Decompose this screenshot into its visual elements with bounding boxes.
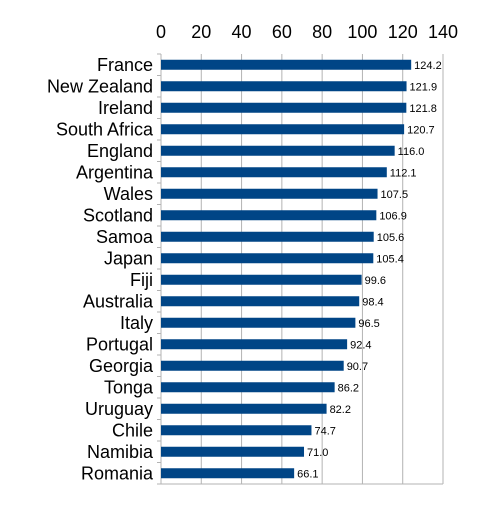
gridlines	[157, 53, 444, 485]
category-label: England	[87, 141, 153, 161]
data-labels: 124.2 121.9 121.8 120.7 116.0 112.1 107.5 106.9…	[297, 60, 442, 481]
bar-chile	[161, 425, 312, 436]
data-label: 106.9	[379, 210, 407, 222]
category-label: Ireland	[98, 98, 153, 118]
data-label: 105.4	[376, 253, 404, 265]
category-label: Scotland	[83, 205, 153, 225]
category-label: Georgia	[89, 356, 154, 376]
data-label: 92.4	[350, 339, 371, 351]
data-label: 105.6	[377, 232, 405, 244]
data-label: 121.8	[409, 103, 437, 115]
data-label: 107.5	[381, 189, 409, 201]
category-label: Romania	[81, 463, 154, 483]
data-label: 86.2	[338, 382, 359, 394]
bar-japan	[161, 253, 374, 264]
data-label: 66.1	[297, 468, 318, 480]
bars	[161, 59, 412, 479]
category-label: Chile	[112, 420, 153, 440]
x-tick-label: 140	[428, 22, 458, 42]
category-label: New Zealand	[47, 76, 153, 96]
category-label: Argentina	[76, 162, 154, 182]
data-label: 74.7	[314, 425, 335, 437]
bar-uruguay	[161, 403, 327, 414]
category-label: South Africa	[56, 119, 154, 139]
bar-scotland	[161, 210, 377, 221]
bar-romania	[161, 468, 295, 479]
bar-georgia	[161, 360, 344, 371]
data-label: 121.9	[410, 81, 438, 93]
bar-south-africa	[161, 124, 405, 135]
category-label: Uruguay	[85, 399, 153, 419]
category-label: France	[97, 55, 153, 75]
bar-wales	[161, 188, 378, 199]
x-tick-label: 40	[232, 22, 252, 42]
x-axis-ticks: 0 20 40 60 80 100 120 140	[156, 22, 458, 42]
bar-fiji	[161, 274, 362, 285]
data-label: 116.0	[398, 146, 425, 158]
bar-italy	[161, 317, 356, 328]
bar-namibia	[161, 446, 305, 457]
data-label: 82.2	[330, 404, 351, 416]
data-label: 99.6	[365, 275, 386, 287]
category-label: Portugal	[86, 334, 153, 354]
data-label: 120.7	[407, 124, 435, 136]
bar-new-zealand	[161, 81, 407, 92]
category-label: Namibia	[87, 442, 154, 462]
data-label: 96.5	[358, 318, 379, 330]
category-label: Samoa	[96, 227, 154, 247]
x-tick-label: 60	[272, 22, 292, 42]
category-label: Japan	[104, 248, 153, 268]
x-tick-label: 0	[156, 22, 166, 42]
data-label: 71.0	[307, 447, 328, 459]
bar-argentina	[161, 167, 387, 178]
data-label: 90.7	[347, 361, 368, 373]
bar-portugal	[161, 339, 348, 350]
bar-samoa	[161, 231, 374, 242]
category-label: Fiji	[130, 270, 153, 290]
category-label: Italy	[120, 313, 153, 333]
data-label: 124.2	[414, 60, 442, 72]
category-label: Wales	[104, 184, 153, 204]
category-label: Tonga	[104, 377, 154, 397]
x-tick-label: 100	[347, 22, 377, 42]
category-label: Australia	[83, 291, 154, 311]
bar-england	[161, 145, 395, 156]
data-label: 112.1	[390, 167, 417, 179]
bar-ireland	[161, 102, 407, 113]
x-tick-label: 120	[388, 22, 418, 42]
x-tick-label: 80	[312, 22, 332, 42]
bar-australia	[161, 296, 360, 307]
bar-tonga	[161, 382, 335, 393]
bar-france	[161, 59, 412, 70]
data-label: 98.4	[362, 296, 383, 308]
x-tick-label: 20	[191, 22, 211, 42]
